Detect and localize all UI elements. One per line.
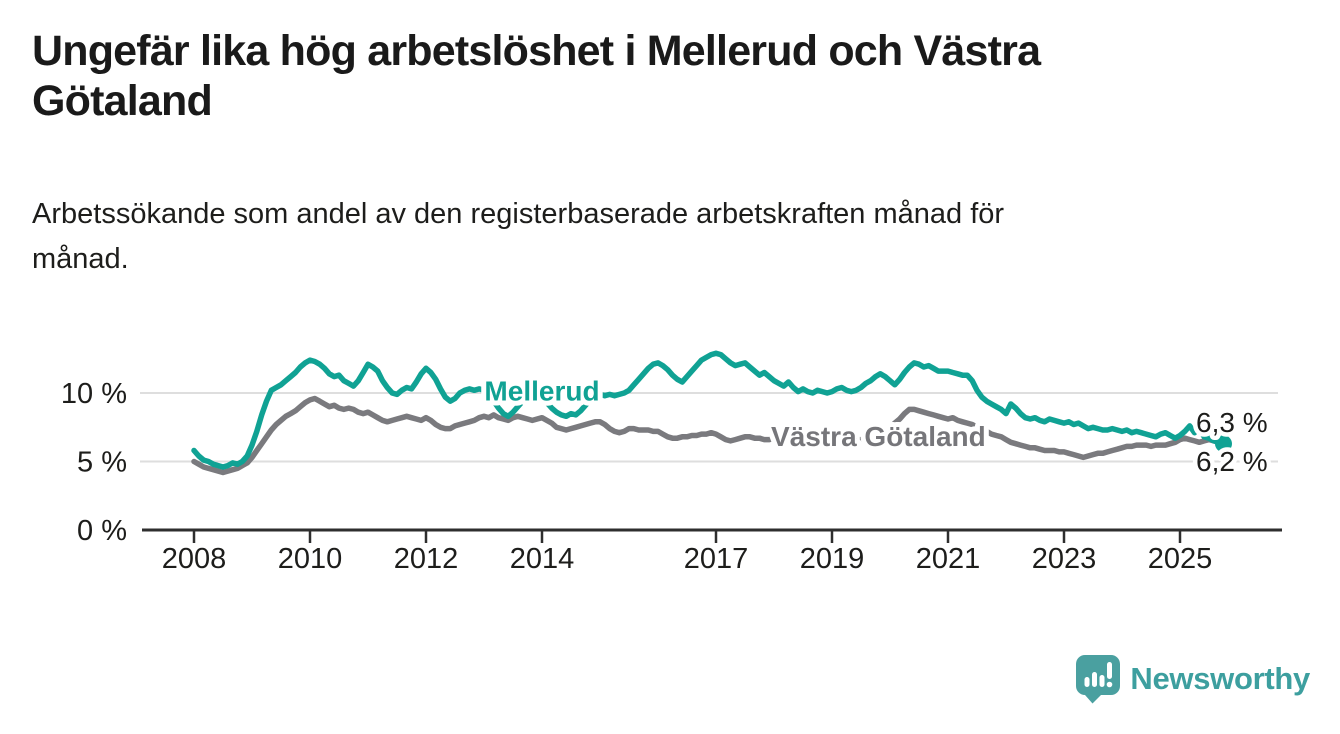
series-label-vastra-gotaland: Västra Götaland xyxy=(771,421,986,452)
newsworthy-logo-text: Newsworthy xyxy=(1130,661,1310,696)
page-title-line2: Götaland xyxy=(32,77,213,125)
newsworthy-logo-icon xyxy=(1076,655,1121,704)
x-tick-label-2010: 2010 xyxy=(278,543,343,575)
end-value-label-mellerud: 6,3 % xyxy=(1196,407,1268,438)
x-tick-label-2012: 2012 xyxy=(394,543,459,575)
speech-bubble-shape xyxy=(1076,655,1121,704)
y-tick-label-0: 0 % xyxy=(77,515,127,547)
chart-subtitle: Arbetssökande som andel av den registerb… xyxy=(32,192,1272,282)
x-tick-label-2023: 2023 xyxy=(1032,543,1097,575)
series-line-mellerud xyxy=(191,350,1227,470)
chart-subtitle-line2: månad. xyxy=(32,243,129,275)
end-value-label-vastra-gotaland: 6,2 % xyxy=(1196,446,1268,477)
y-tick-label-5: 5 % xyxy=(77,447,127,479)
series-end-dot-mellerud xyxy=(1215,435,1232,453)
chart-subtitle-line1: Arbetssökande som andel av den registerb… xyxy=(32,198,1005,230)
x-tick-label-2014: 2014 xyxy=(510,543,575,575)
x-tick-label-2021: 2021 xyxy=(916,543,981,575)
page-title-line1: Ungefär lika hög arbetslöshet i Mellerud… xyxy=(32,27,1041,75)
x-tick-label-2019: 2019 xyxy=(800,543,865,575)
page-title: Ungefär lika hög arbetslöshet i Mellerud… xyxy=(32,26,1292,126)
series-line-vastra-gotaland xyxy=(191,395,1227,476)
x-tick-label-2025: 2025 xyxy=(1148,543,1213,575)
y-tick-label-10: 10 % xyxy=(61,378,127,410)
newsworthy-logo: Newsworthy xyxy=(1075,654,1310,704)
series-label-mellerud: Mellerud xyxy=(484,375,599,406)
x-tick-label-2008: 2008 xyxy=(162,543,227,575)
x-tick-label-2017: 2017 xyxy=(684,543,749,575)
bar-chart-exclamation-glyph xyxy=(1084,662,1113,688)
